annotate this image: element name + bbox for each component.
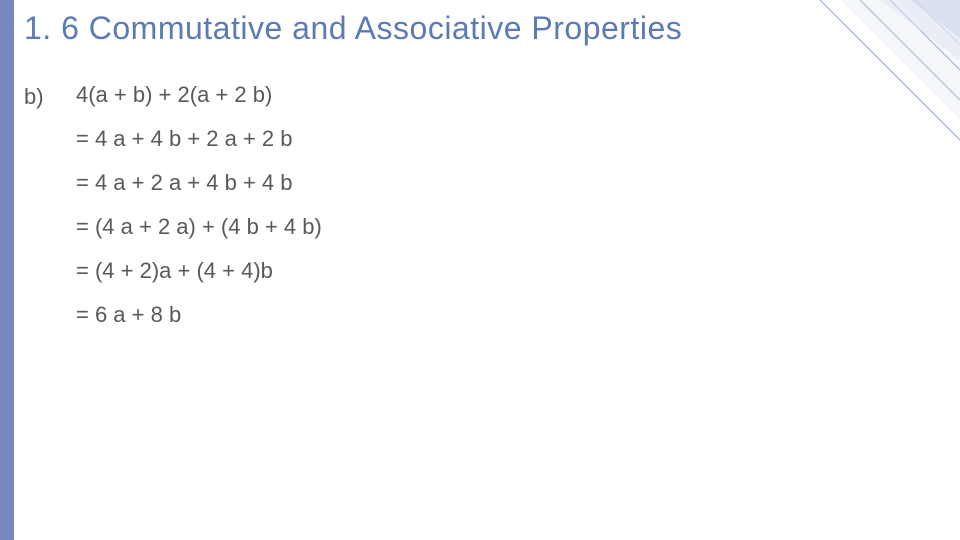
corner-decoration <box>760 0 960 200</box>
steps-list: 4(a + b) + 2(a + 2 b) = 4 a + 4 b + 2 a … <box>76 84 322 348</box>
slide-title: 1. 6 Commutative and Associative Propert… <box>24 10 682 47</box>
step-line: = (4 + 2)a + (4 + 4)b <box>76 260 322 282</box>
step-line: 4(a + b) + 2(a + 2 b) <box>76 84 322 106</box>
step-line: = 4 a + 2 a + 4 b + 4 b <box>76 172 322 194</box>
step-line: = (4 a + 2 a) + (4 b + 4 b) <box>76 216 322 238</box>
problem-label: b) <box>24 84 44 110</box>
step-line: = 4 a + 4 b + 2 a + 2 b <box>76 128 322 150</box>
left-accent-bar <box>0 0 14 540</box>
step-line: = 6 a + 8 b <box>76 304 322 326</box>
